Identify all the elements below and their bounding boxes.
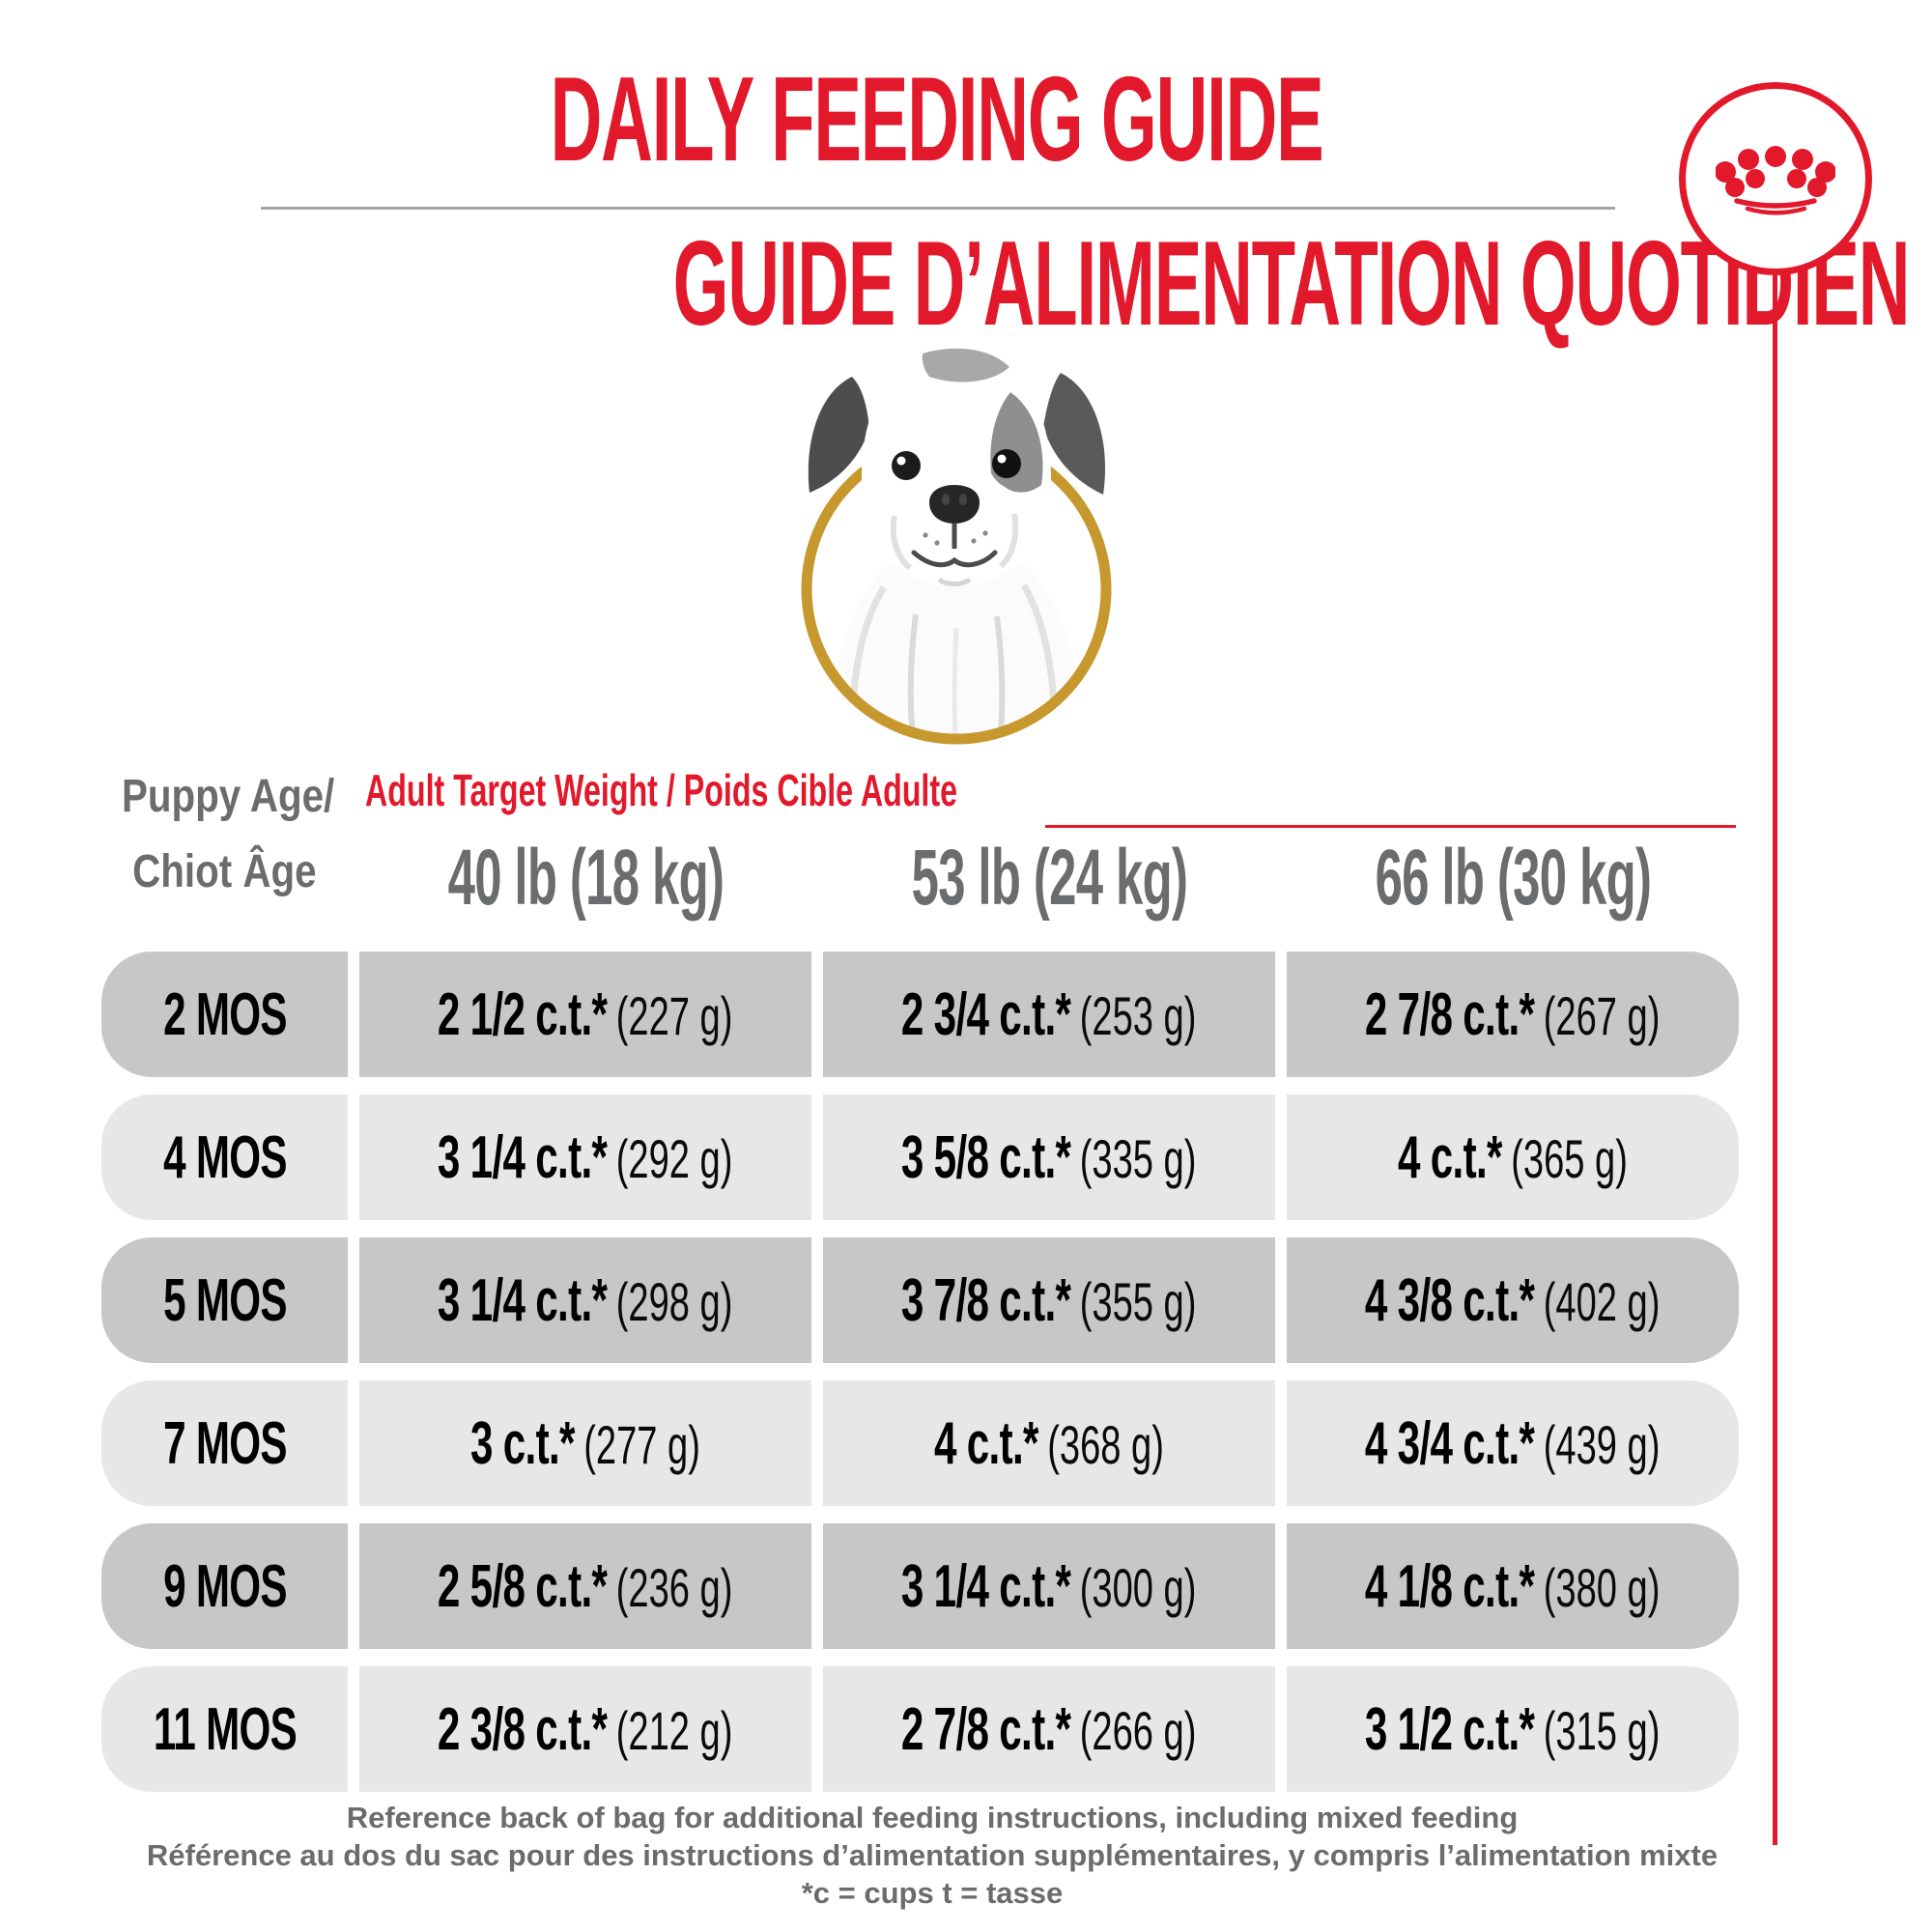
age-cell-9mos: 9 MOS — [101, 1523, 348, 1649]
feeding-cell: 3 1/2 c.t.* (315 g) — [1287, 1666, 1739, 1792]
feeding-cell: 2 3/4 c.t.* (253 g) — [823, 952, 1275, 1077]
bulldog-puppy-illustration — [801, 348, 1112, 745]
feeding-cell: 3 1/4 c.t.* (298 g) — [359, 1237, 811, 1363]
feeding-cell: 3 5/8 c.t.* (335 g) — [823, 1094, 1275, 1220]
royal-canin-logo — [1679, 82, 1872, 275]
feeding-cell: 2 5/8 c.t.* (236 g) — [359, 1523, 811, 1649]
footnote-fr: Référence au dos du sac pour des instruc… — [146, 1838, 1719, 1872]
feeding-cell: 4 3/4 c.t.* (439 g) — [1287, 1380, 1739, 1506]
feeding-cell: 3 c.t.* (277 g) — [359, 1380, 811, 1506]
feeding-cell: 4 3/8 c.t.* (402 g) — [1287, 1237, 1739, 1363]
page-title-en: DAILY FEEDING GUIDE — [551, 53, 1324, 186]
feeding-cell: 4 c.t.* (365 g) — [1287, 1094, 1739, 1220]
feeding-cell: 3 1/4 c.t.* (300 g) — [823, 1523, 1275, 1649]
footnotes: Reference back of bag for additional fee… — [97, 1799, 1768, 1912]
puppy-photo — [715, 278, 1179, 761]
column-group-label: Adult Target Weight / Poids Cible Adulte — [365, 765, 958, 815]
title-divider — [261, 207, 1615, 210]
age-cell-7mos: 7 MOS — [101, 1380, 348, 1506]
feeding-cell: 2 7/8 c.t.* (267 g) — [1287, 952, 1739, 1077]
column-header-66lb: 66 lb (30 kg) — [1375, 834, 1651, 922]
feeding-cell: 2 7/8 c.t.* (266 g) — [823, 1666, 1275, 1792]
crown-icon — [1716, 145, 1835, 215]
feeding-cell: 3 1/4 c.t.* (292 g) — [359, 1094, 811, 1220]
feeding-cell: 4 c.t.* (368 g) — [823, 1380, 1275, 1506]
feeding-cell: 2 1/2 c.t.* (227 g) — [359, 952, 811, 1077]
age-cell-11mos: 11 MOS — [101, 1666, 348, 1792]
column-header-53lb: 53 lb (24 kg) — [911, 834, 1187, 922]
age-cell-5mos: 5 MOS — [101, 1237, 348, 1363]
age-cell-4mos: 4 MOS — [101, 1094, 348, 1220]
row-header: Puppy Age/ Chiot Âge — [121, 771, 335, 897]
footnote-en: Reference back of bag for additional fee… — [346, 1801, 1519, 1834]
column-group-rule — [1045, 825, 1736, 828]
feeding-cell: 3 7/8 c.t.* (355 g) — [823, 1237, 1275, 1363]
feeding-cell: 4 1/8 c.t.* (380 g) — [1287, 1523, 1739, 1649]
right-accent-rule — [1773, 275, 1777, 1845]
column-header-40lb: 40 lb (18 kg) — [447, 834, 724, 922]
footnote-legend: *c = cups t = tasse — [801, 1876, 1064, 1910]
feeding-table: 2 MOS 2 1/2 c.t.* (227 g) 2 3/4 c.t.* (253… — [101, 952, 1739, 1792]
feeding-cell: 2 3/8 c.t.* (212 g) — [359, 1666, 811, 1792]
age-cell-2mos: 2 MOS — [101, 952, 348, 1077]
